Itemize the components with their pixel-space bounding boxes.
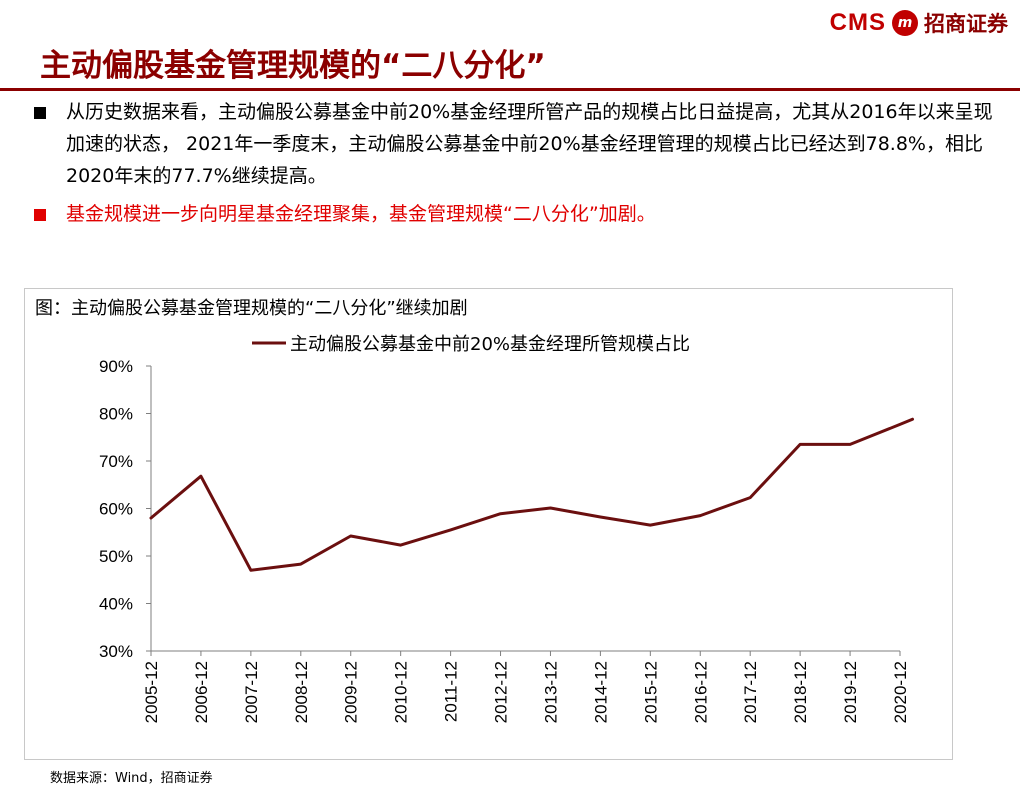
x-tick-label: 2018-12 (791, 661, 810, 723)
logo-cms-text: CMS (829, 9, 886, 36)
chart-title: 图：主动偏股公募基金管理规模的“二八分化”继续加剧 (35, 298, 468, 319)
y-tick-label: 50% (99, 547, 133, 566)
y-tick-label: 40% (99, 595, 133, 614)
legend-label: 主动偏股公募基金中前20%基金经理所管规模占比 (290, 334, 690, 355)
x-tick-label: 2006-12 (192, 661, 211, 723)
chart-panel (24, 288, 953, 760)
y-tick-label: 60% (99, 500, 133, 519)
x-tick-label: 2011-12 (442, 661, 461, 722)
x-tick-label: 2009-12 (342, 661, 361, 723)
title-divider (0, 88, 1020, 91)
y-tick-label: 30% (99, 642, 133, 661)
series-line (149, 417, 914, 572)
y-tick-label: 90% (99, 357, 133, 376)
x-tick-label: 2017-12 (741, 661, 760, 723)
bullet-square-icon (34, 107, 46, 119)
y-tick-label: 70% (99, 452, 133, 471)
line-chart: 30% 40% 50% 60% 70% 80% 90% 2005-12 2006-12 2007-… (99, 334, 914, 723)
x-tick-label: 2012-12 (492, 661, 511, 723)
x-tick-label: 2015-12 (641, 661, 660, 723)
x-tick-label: 2013-12 (541, 661, 560, 723)
x-tick-label: 2014-12 (591, 661, 610, 723)
x-tick-label: 2007-12 (242, 661, 261, 723)
y-tick-label: 80% (99, 405, 133, 424)
logo-chinese-text: 招商证券 (924, 12, 1008, 36)
brand-logo: CMS m 招商证券 (830, 8, 1008, 38)
data-source-note: 数据来源：Wind，招商证券 (50, 771, 213, 786)
bullet-square-icon (34, 209, 46, 221)
x-tick-label: 2019-12 (841, 661, 860, 723)
bullet-text: 基金规模进一步向明星基金经理聚集，基金管理规模“二八分化”加剧。 (66, 203, 656, 225)
bullet-item-history: 从历史数据来看，主动偏股公募基金中前20%基金经理所管产品的规模占比日益提高，尤… (34, 96, 996, 192)
x-tick-label: 2020-12 (891, 661, 910, 723)
x-tick-label: 2008-12 (292, 661, 311, 723)
x-tick-label: 2016-12 (691, 661, 710, 723)
logo-mark-icon: m (892, 10, 918, 36)
x-tick-label: 2005-12 (142, 661, 161, 723)
page-title: 主动偏股基金管理规模的“二八分化” (40, 48, 546, 84)
bullet-text: 从历史数据来看，主动偏股公募基金中前20%基金经理所管产品的规模占比日益提高，尤… (66, 101, 993, 187)
bullet-item-conclusion: 基金规模进一步向明星基金经理聚集，基金管理规模“二八分化”加剧。 (34, 198, 996, 230)
x-tick-label: 2010-12 (392, 661, 411, 723)
